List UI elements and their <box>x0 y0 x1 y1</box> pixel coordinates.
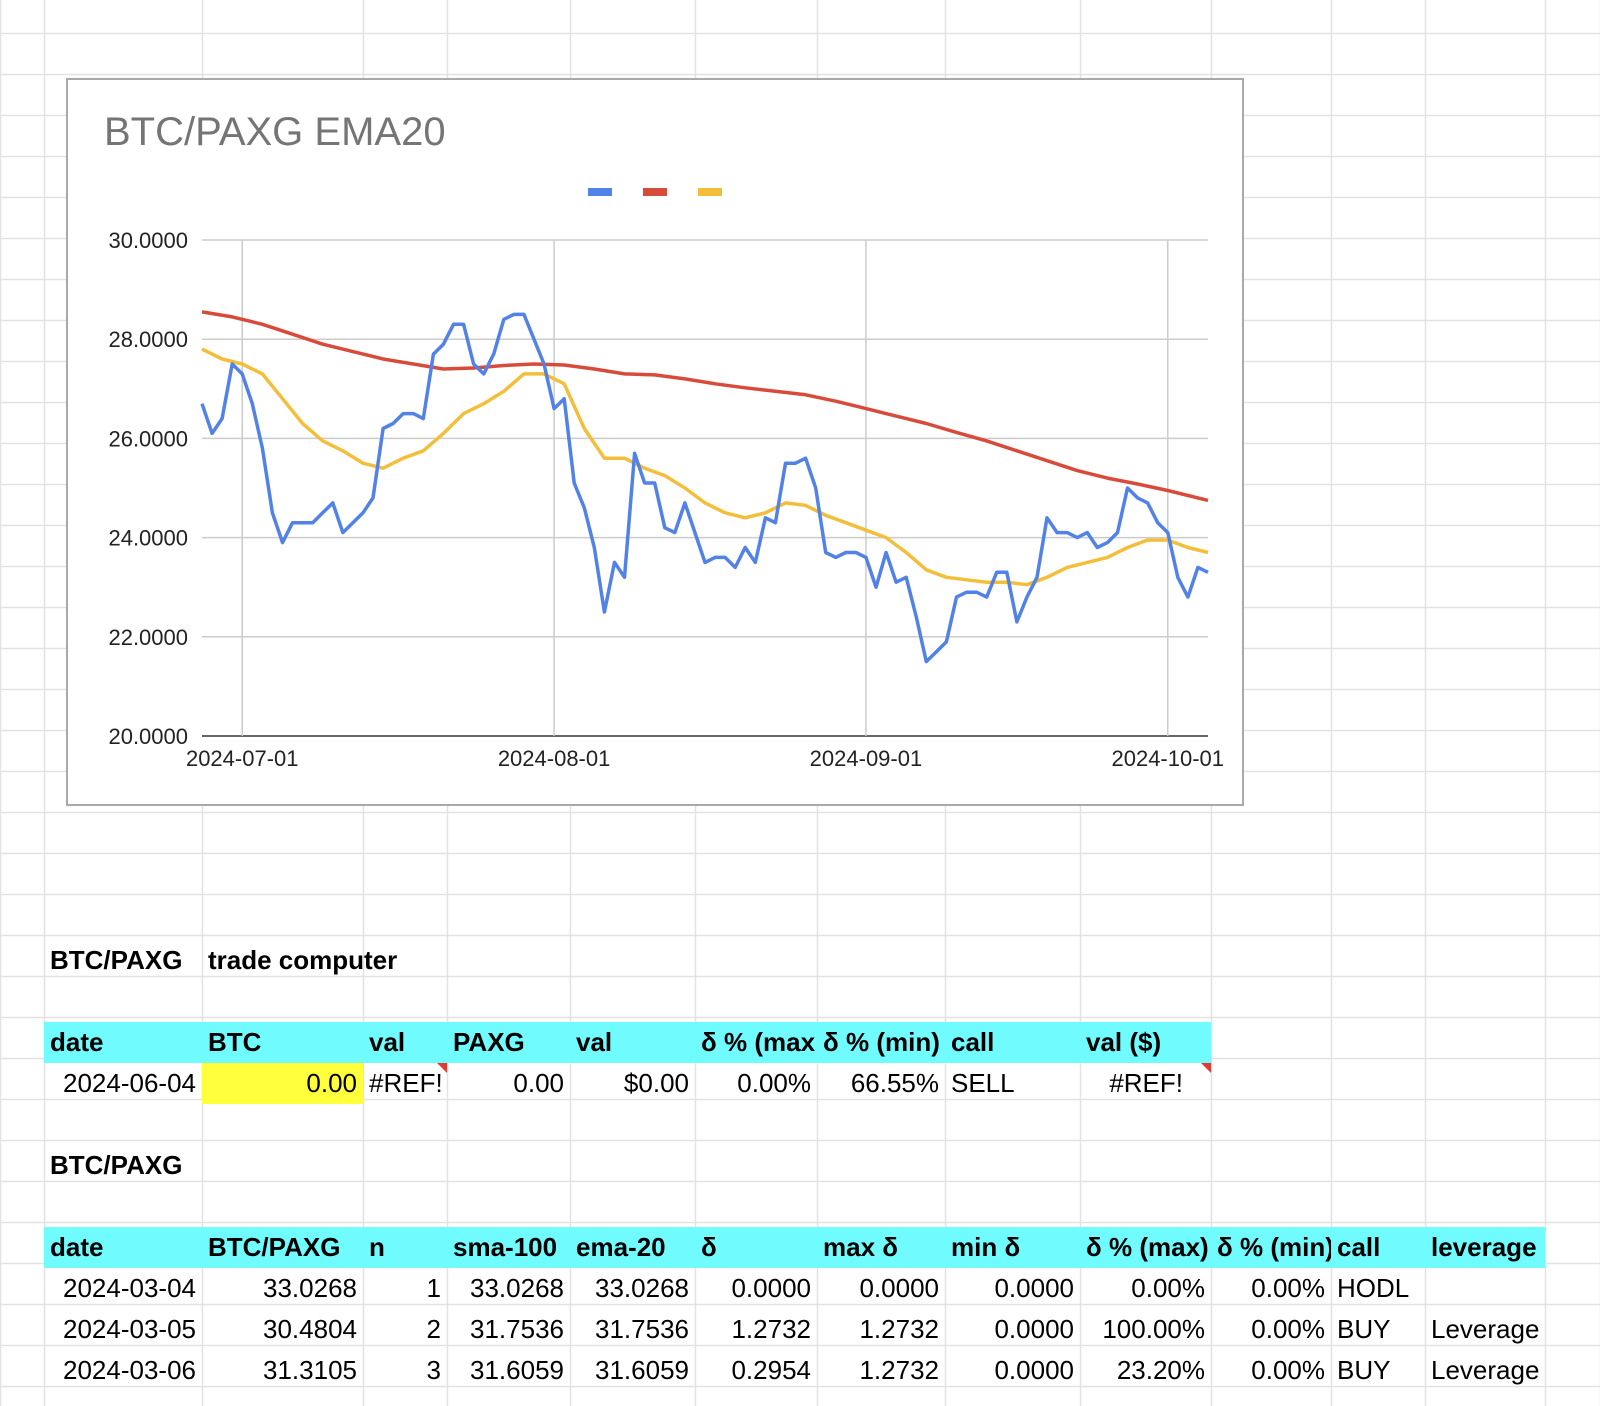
table-cell[interactable]: 100.00% <box>1102 1314 1205 1344</box>
trade-header-cell[interactable]: call <box>945 1022 1080 1063</box>
table-cell[interactable] <box>1425 1268 1545 1309</box>
table-cell[interactable]: 31.7536 <box>595 1314 689 1344</box>
x-tick-label: 2024-10-01 <box>1111 746 1224 771</box>
table-cell[interactable]: BUY <box>1337 1355 1391 1385</box>
table-cell[interactable]: 33.0268 <box>470 1273 564 1303</box>
table-cell[interactable]: 31.3105 <box>263 1355 357 1385</box>
table-header-cell[interactable]: ema-20 <box>570 1227 695 1268</box>
table-cell[interactable]: HODL <box>1337 1273 1410 1303</box>
table-cell[interactable]: BUY <box>1337 1314 1391 1344</box>
trade-data-cell[interactable]: 0.00% <box>737 1068 811 1098</box>
error-indicator[interactable] <box>437 1063 447 1073</box>
chart-container[interactable]: 30.0000 28.0000 26.0000 24.0000 22.0000 20.00… <box>66 78 1244 806</box>
trade-data-cell[interactable]: $0.00 <box>623 1068 689 1098</box>
trade-section-title: BTC/PAXG <box>50 945 183 975</box>
trade-header-cell[interactable]: val <box>363 1022 447 1063</box>
table-cell[interactable]: 31.6059 <box>595 1355 689 1385</box>
table-cell[interactable]: 30.4804 <box>263 1314 357 1344</box>
table-cell[interactable]: Leverage <box>1431 1314 1540 1344</box>
line-chart: 30.0000 28.0000 26.0000 24.0000 22.0000 20.00… <box>108 188 1224 771</box>
x-tick-label: 2024-09-01 <box>810 746 923 771</box>
y-tick-label: 30.0000 <box>108 228 188 253</box>
table-cell[interactable]: 33.0268 <box>595 1273 689 1303</box>
table-cell[interactable]: 0.0000 <box>859 1273 939 1303</box>
trade-header-cell[interactable]: date <box>44 1022 202 1063</box>
y-tick-label: 20.0000 <box>108 724 188 749</box>
series-line-2 <box>201 310 1209 503</box>
y-tick-label: 28.0000 <box>108 327 188 352</box>
y-tick-label: 22.0000 <box>108 625 188 650</box>
trade-section-subtitle: trade computer <box>208 945 398 975</box>
table-header-cell[interactable]: n <box>363 1227 447 1268</box>
table-cell[interactable]: 1.2732 <box>859 1314 939 1344</box>
table-cell[interactable]: 1.2732 <box>731 1314 811 1344</box>
table-header-cell[interactable]: max δ <box>817 1227 945 1268</box>
series-line-1 <box>200 312 1209 664</box>
table-cell[interactable]: 0.00% <box>1251 1355 1325 1385</box>
table-header-cell[interactable]: min δ <box>945 1227 1080 1268</box>
table-cell[interactable]: 31.7536 <box>470 1314 564 1344</box>
y-tick-label: 26.0000 <box>108 426 188 451</box>
table-header-cell[interactable]: BTC/PAXG <box>202 1227 363 1268</box>
trade-header-cell[interactable]: δ % (min) <box>817 1022 945 1063</box>
table-cell[interactable]: Leverage <box>1431 1355 1540 1385</box>
table-header-cell[interactable]: call <box>1331 1227 1425 1268</box>
table-cell[interactable]: 0.00% <box>1251 1314 1325 1344</box>
table-cell[interactable]: 1.2732 <box>859 1355 939 1385</box>
x-tick-label: 2024-08-01 <box>498 746 611 771</box>
table-cell[interactable]: 1 <box>426 1273 441 1303</box>
legend-swatch-3 <box>698 188 722 196</box>
legend-swatch-2 <box>643 188 667 196</box>
y-tick-label: 24.0000 <box>108 526 188 551</box>
trade-data-cell[interactable]: 66.55% <box>850 1068 939 1098</box>
trade-header-cell[interactable]: PAXG <box>447 1022 570 1063</box>
table-header-cell[interactable]: leverage <box>1425 1227 1545 1268</box>
trade-data-cell[interactable]: #REF! <box>1109 1068 1183 1098</box>
table-header-cell[interactable]: date <box>44 1227 202 1268</box>
trade-data-cell[interactable]: 2024-06-04 <box>63 1068 196 1098</box>
table-cell[interactable]: 0.0000 <box>994 1355 1074 1385</box>
trade-header-cell[interactable]: val <box>570 1022 695 1063</box>
error-indicator[interactable] <box>1201 1063 1211 1073</box>
trade-data-cell[interactable]: 0.00 <box>202 1063 363 1104</box>
table-header-cell[interactable]: δ % (max) <box>1080 1227 1211 1268</box>
table-header-cell[interactable]: sma-100 <box>447 1227 570 1268</box>
table-cell[interactable]: 2024-03-05 <box>63 1314 196 1344</box>
trade-header-cell[interactable]: δ % (max <box>695 1022 817 1063</box>
chart-title: BTC/PAXG EMA20 <box>104 110 446 154</box>
table-cell[interactable]: 0.00% <box>1131 1273 1205 1303</box>
table-cell[interactable]: 0.0000 <box>731 1273 811 1303</box>
table-cell[interactable]: 2 <box>426 1314 441 1344</box>
table-header-cell[interactable]: δ <box>695 1227 817 1268</box>
trade-data-cell[interactable]: #REF! <box>369 1068 443 1098</box>
table-cell[interactable]: 33.0268 <box>263 1273 357 1303</box>
table-cell[interactable]: 3 <box>426 1355 441 1385</box>
table-cell[interactable]: 0.0000 <box>994 1314 1074 1344</box>
legend-swatch-1 <box>588 188 612 196</box>
table-cell[interactable]: 0.0000 <box>994 1273 1074 1303</box>
trade-data-cell[interactable]: SELL <box>951 1068 1015 1098</box>
table-cell[interactable]: 0.00% <box>1251 1273 1325 1303</box>
table-cell[interactable]: 23.20% <box>1116 1355 1205 1385</box>
series-line-3 <box>201 347 1209 587</box>
table-section-title: BTC/PAXG <box>50 1150 183 1180</box>
table-cell[interactable]: 2024-03-06 <box>63 1355 196 1385</box>
table-cell[interactable]: 0.2954 <box>731 1355 811 1385</box>
table-cell[interactable]: 31.6059 <box>470 1355 564 1385</box>
trade-data-cell[interactable]: 0.00 <box>513 1068 564 1098</box>
trade-header-cell[interactable]: BTC <box>202 1022 363 1063</box>
trade-header-cell[interactable]: val ($) <box>1080 1022 1211 1063</box>
table-header-cell[interactable]: δ % (min) <box>1211 1227 1331 1268</box>
table-cell[interactable]: 2024-03-04 <box>63 1273 196 1303</box>
x-tick-label: 2024-07-01 <box>186 746 299 771</box>
